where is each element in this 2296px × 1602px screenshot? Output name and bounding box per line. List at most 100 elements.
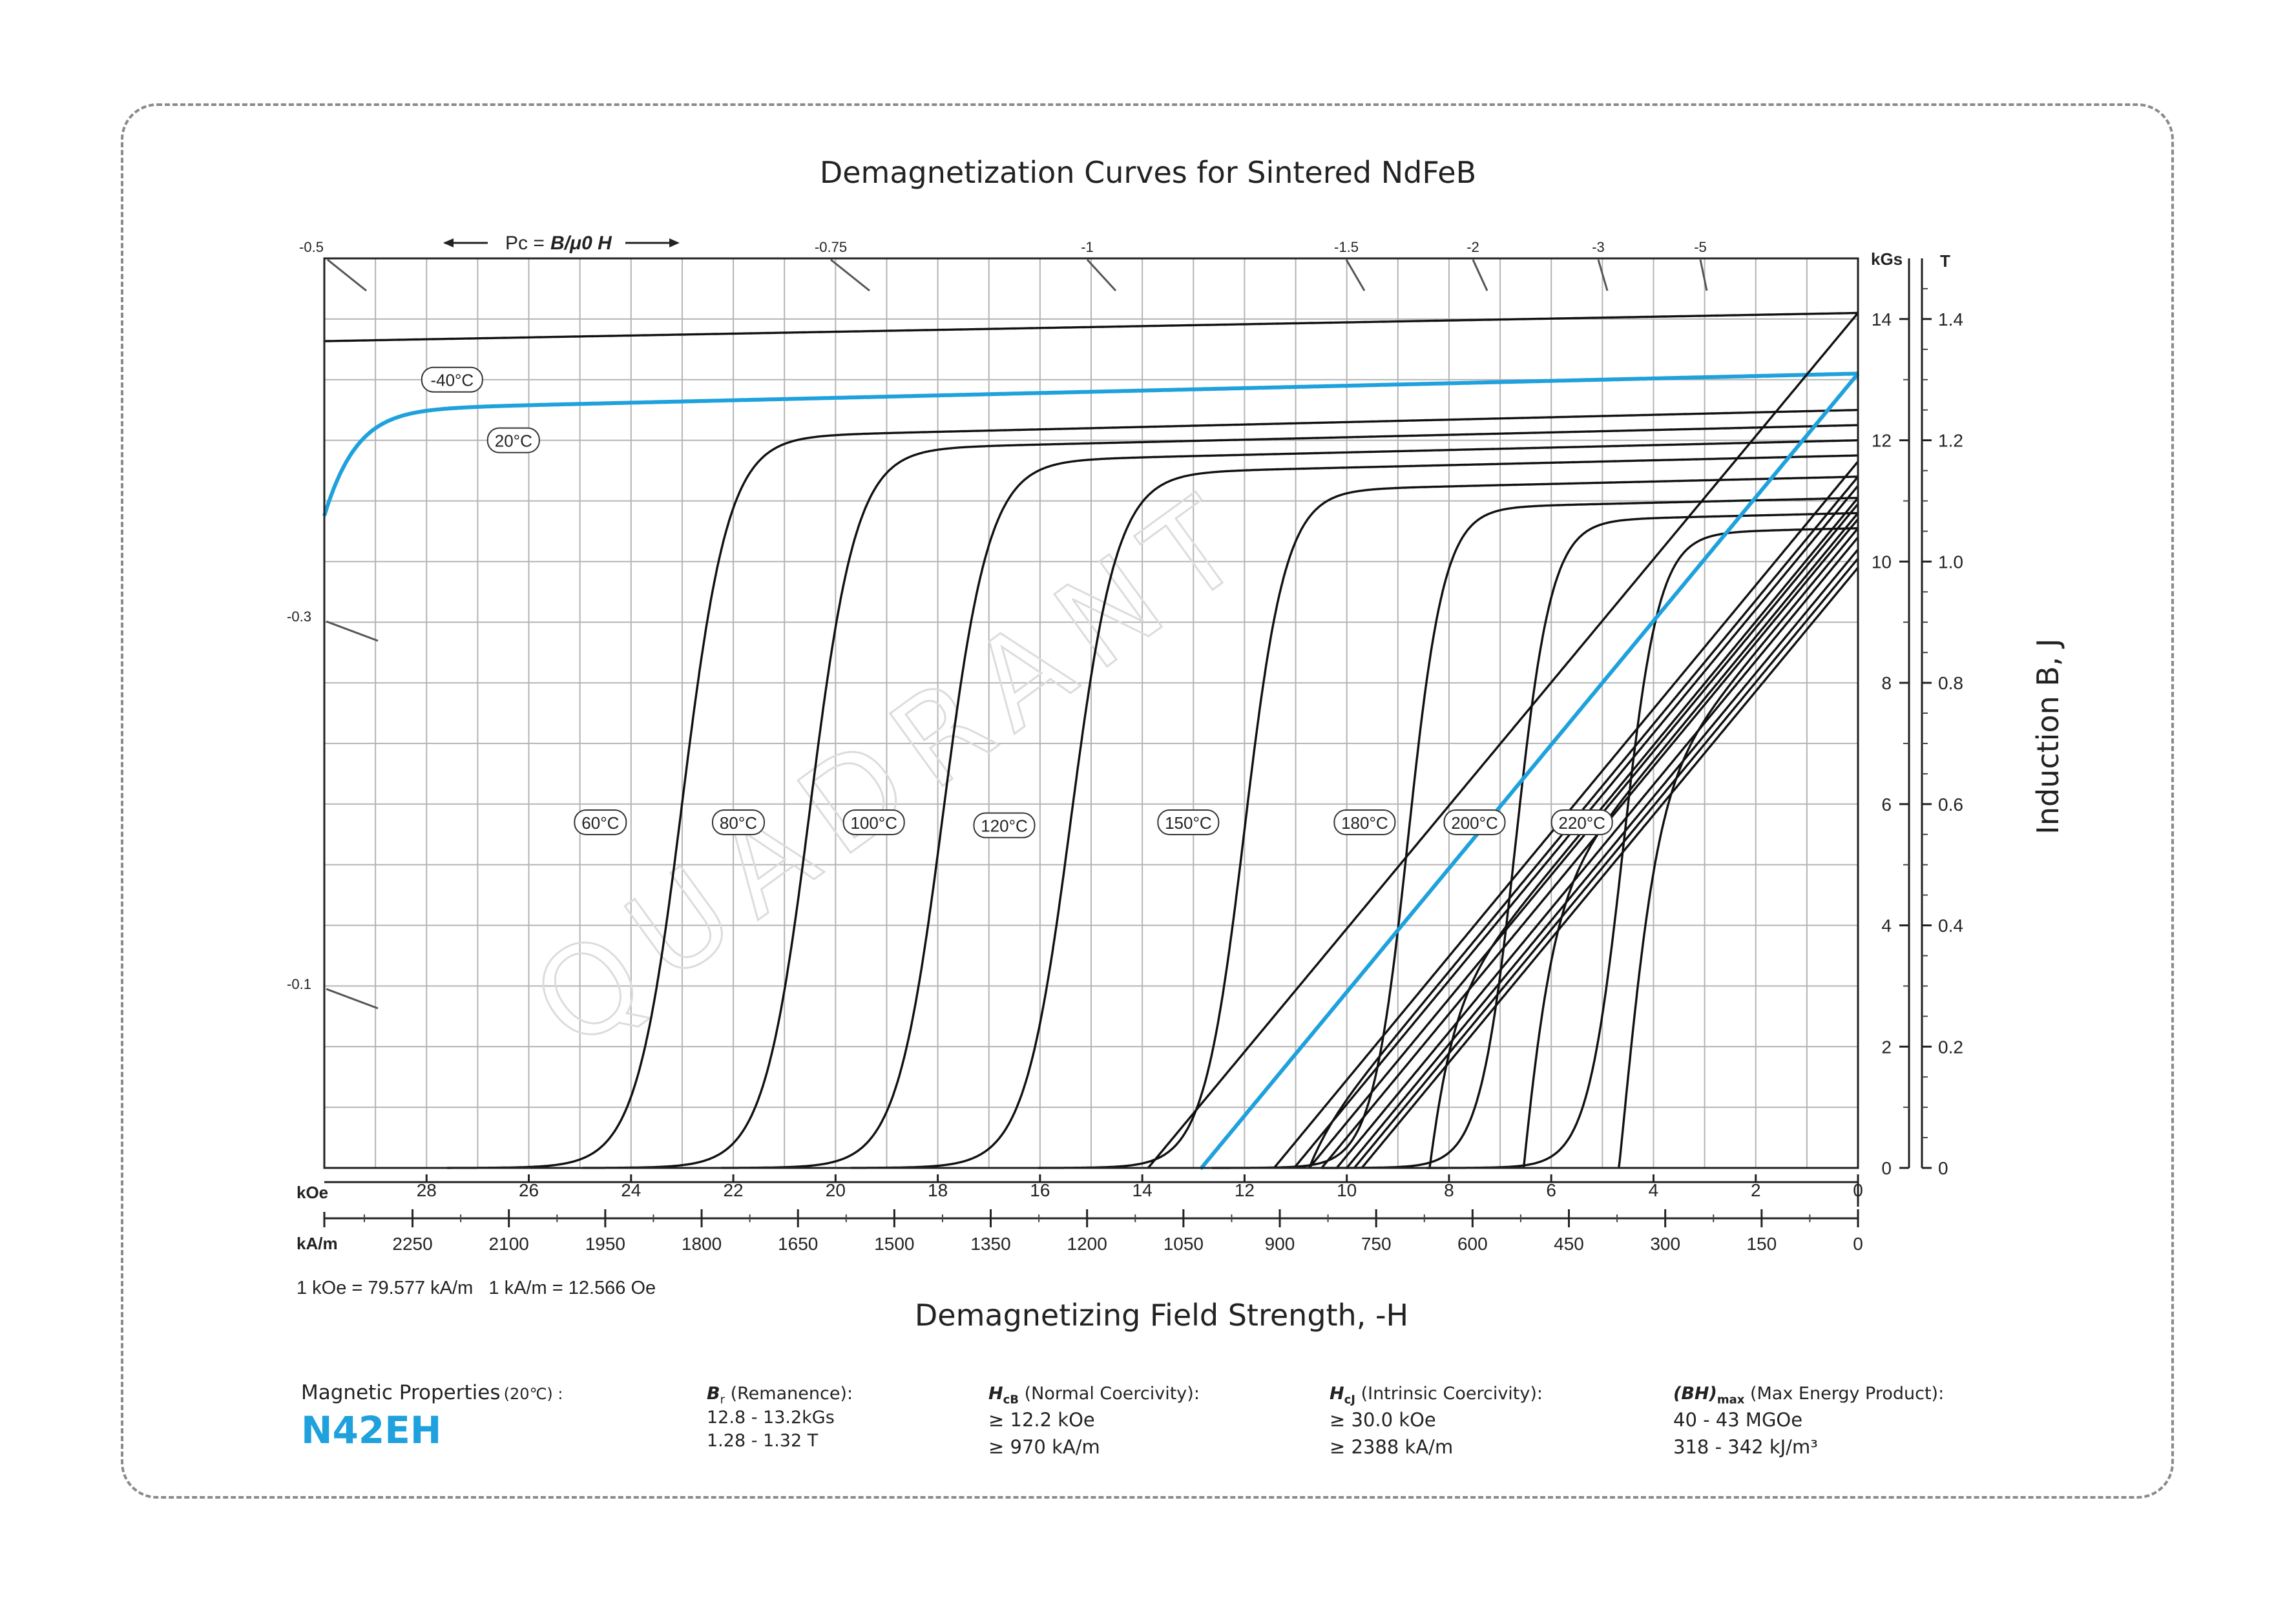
props-heading: Magnetic Properties (20℃) : <box>301 1381 563 1404</box>
y-tick-label-kgs: 4 <box>1881 916 1892 936</box>
br-value-1: 12.8 - 13.2kGs <box>707 1408 835 1428</box>
curve-b-normal <box>1346 548 1859 1169</box>
curve-j-120°C <box>851 454 1858 1169</box>
hcj-value-1: ≥ 30.0 kOe <box>1330 1409 1436 1431</box>
y-tick-label-kgs: 10 <box>1872 552 1892 572</box>
curve-b-normal <box>1335 536 1859 1169</box>
hcb-sub: cB <box>1003 1393 1019 1407</box>
hcb-symbol: H <box>988 1384 1003 1404</box>
y-tick-label-kgs: 0 <box>1881 1158 1892 1178</box>
curve-label-text: 120°C <box>981 817 1028 836</box>
pc-value-label: -1 <box>1081 239 1094 255</box>
x-unit-koe: kOe <box>297 1183 328 1202</box>
curve-b-normal <box>1361 567 1859 1169</box>
curve-label-box <box>1550 809 1613 835</box>
curve-b-180°C <box>1428 497 1859 1169</box>
watermark: QUADRANT <box>508 461 1281 1076</box>
curve-j-150°C <box>1038 475 1859 1169</box>
y-tick-label-t: 0.2 <box>1938 1037 1963 1057</box>
dashed-frame <box>121 103 2174 1499</box>
curve-j-80°C <box>583 424 1859 1169</box>
curve-label-box <box>486 427 540 453</box>
br-sub: r <box>720 1393 725 1407</box>
x-tick-label-kam: 1650 <box>778 1234 818 1254</box>
curve-b-normal <box>1353 557 1859 1169</box>
bh-value-2: 318 - 342 kJ/m³ <box>1673 1436 1818 1459</box>
curve-label-150°C: 150°C <box>1157 809 1220 835</box>
curve-label-box <box>574 809 627 835</box>
curve-j-100°C <box>721 439 1858 1169</box>
pc-mark <box>1699 259 1708 291</box>
prop-intrinsic-coercivity: HcJ (Intrinsic Coercivity): ≥ 30.0 kOe ≥… <box>1330 1384 1543 1461</box>
curve-j--40°C <box>324 311 1858 342</box>
pc-mark <box>326 620 379 642</box>
y-tick-label-kgs: 14 <box>1872 309 1892 329</box>
y-axis-title: Induction B, J <box>2030 638 2065 834</box>
curve-label-box <box>1157 809 1220 835</box>
x-tick-label-koe: 18 <box>928 1180 948 1200</box>
pc-mark <box>830 258 870 292</box>
bh-desc: (Max Energy Product): <box>1749 1384 1945 1404</box>
x-tick-label-kam: 750 <box>1361 1234 1392 1254</box>
pc-mark <box>1086 258 1117 292</box>
x-tick-label-kam: 2250 <box>392 1234 432 1254</box>
curve-label--40°C: -40°C <box>421 366 483 393</box>
bh-value-1: 40 - 43 MGOe <box>1673 1409 1803 1431</box>
pc-value-label: -5 <box>1694 239 1707 255</box>
y-unit-kgs: kGs <box>1871 249 1903 269</box>
plot-border <box>323 257 1859 1169</box>
pc-value-label: -2 <box>1466 239 1479 255</box>
y-tick-label-kgs: 6 <box>1881 795 1892 815</box>
curve-j-60°C <box>446 409 1858 1169</box>
y-tick-label-t: 1.2 <box>1938 431 1963 451</box>
x-tick-label-kam: 1500 <box>874 1234 914 1254</box>
x-tick-label-koe: 16 <box>1030 1180 1050 1200</box>
br-value-2: 1.28 - 1.32 T <box>707 1431 819 1451</box>
curve-label-180°C: 180°C <box>1333 809 1396 835</box>
hcb-value-2: ≥ 970 kA/m <box>988 1436 1100 1459</box>
y-tick-label-t: 0.8 <box>1938 673 1963 693</box>
curve-labels: -40°C 20°C 60°C 80°C 100°C 120°C 150°C 180°C 200… <box>421 366 1613 838</box>
y-tick-label-t: 1.4 <box>1938 309 1963 329</box>
y-tick-label-t: 0.4 <box>1938 916 1963 936</box>
x-tick-label-kam: 300 <box>1650 1234 1680 1254</box>
chart-title: Demagnetization Curves for Sintered NdFe… <box>820 155 1476 190</box>
x-tick-label-koe: 10 <box>1337 1180 1357 1200</box>
props-heading-temp: (20℃) : <box>503 1385 563 1403</box>
pc-value-label: -3 <box>1592 239 1605 255</box>
hcj-symbol: H <box>1330 1384 1344 1404</box>
curve-label-text: 200°C <box>1451 813 1498 833</box>
curve-label-box <box>842 809 905 835</box>
hcb-value-1: ≥ 12.2 kOe <box>988 1409 1095 1431</box>
x-tick-label-koe: 2 <box>1751 1180 1761 1200</box>
x-tick-label-kam: 1800 <box>682 1234 722 1254</box>
bh-symbol: (BH) <box>1673 1384 1717 1404</box>
curve-label-text: 60°C <box>581 813 619 833</box>
conversion-note: 1 kOe = 79.577 kA/m 1 kA/m = 12.566 Oe <box>297 1278 656 1298</box>
curve-label-text: 80°C <box>720 813 757 833</box>
curve-b-normal <box>1308 503 1859 1169</box>
curve-j-220°C <box>1426 527 1858 1169</box>
hcj-desc: (Intrinsic Coercivity): <box>1361 1384 1543 1404</box>
x-tick-label-kam: 1350 <box>970 1234 1010 1254</box>
curve-label-box <box>973 812 1036 838</box>
y-tick-label-t: 0 <box>1938 1158 1948 1178</box>
curve-label-200°C: 200°C <box>1443 809 1506 835</box>
pc-value-label: -0.3 <box>287 609 311 625</box>
curve-label-20°C: 20°C <box>486 427 540 453</box>
br-symbol: B <box>707 1384 720 1404</box>
x-tick-label-koe: 24 <box>621 1180 641 1200</box>
x-tick-label-kam: 450 <box>1554 1234 1584 1254</box>
curve-j-20°C <box>322 371 1859 517</box>
pc-label-prefix: Pc = <box>505 233 545 254</box>
hcj-value-2: ≥ 2388 kA/m <box>1330 1436 1454 1459</box>
y-tick-label-t: 0.6 <box>1938 795 1963 815</box>
axes: 2826242220181614121086420225021001950180… <box>323 258 1963 1254</box>
curve-label-text: 220°C <box>1558 813 1605 833</box>
pc-value-label: -1.5 <box>1334 239 1359 255</box>
hcj-sub: cJ <box>1344 1393 1355 1407</box>
hcb-desc: (Normal Coercivity): <box>1024 1384 1200 1404</box>
br-desc: (Remanence): <box>730 1384 853 1404</box>
props-heading-text: Magnetic Properties <box>301 1381 501 1404</box>
